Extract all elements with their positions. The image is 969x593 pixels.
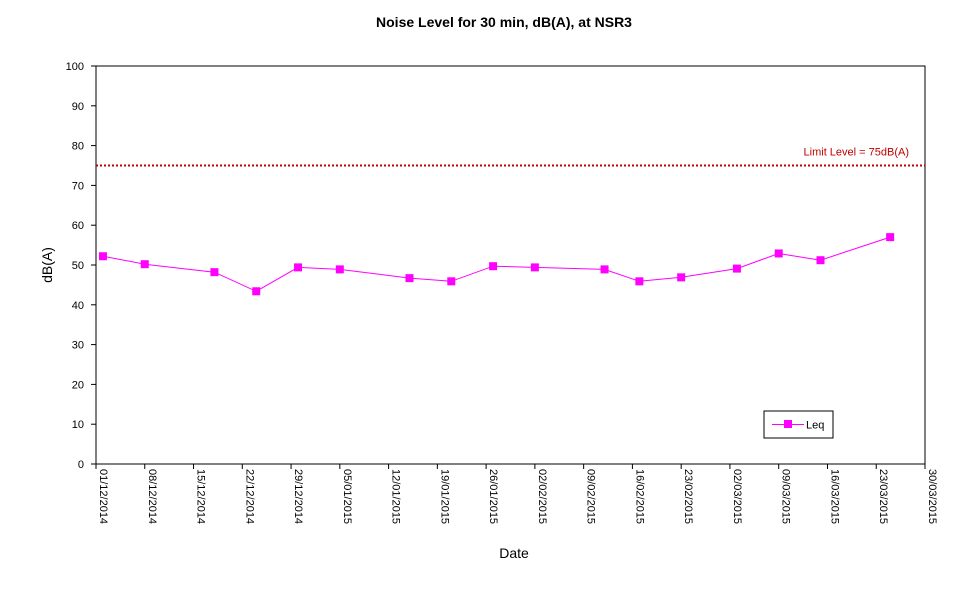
x-tick-label: 19/01/2015 (438, 469, 450, 524)
chart-title: Noise Level for 30 min, dB(A), at NSR3 (376, 14, 632, 30)
data-point-leq (816, 256, 825, 265)
x-tick-label: 09/03/2015 (780, 469, 792, 524)
legend-label-leq: Leq (806, 420, 824, 432)
data-point-leq (635, 277, 644, 286)
y-tick-label: 20 (72, 379, 84, 391)
x-tick-label: 16/02/2015 (633, 469, 645, 524)
x-tick-label: 01/12/2014 (97, 469, 109, 524)
legend-marker-swatch (784, 420, 792, 428)
x-tick-label: 02/03/2015 (731, 469, 743, 524)
x-tick-label: 15/12/2014 (195, 469, 207, 524)
data-point-leq (294, 263, 303, 272)
y-axis-label: dB(A) (39, 247, 55, 283)
x-tick-label: 22/12/2014 (243, 469, 255, 524)
limit-level-line: Limit Level = 75dB(A) (96, 147, 925, 167)
y-tick-label: 80 (72, 141, 84, 153)
data-point-leq (489, 262, 498, 271)
x-tick-label: 09/02/2015 (585, 469, 597, 524)
data-point-leq (140, 260, 149, 269)
y-tick-label: 50 (72, 260, 84, 272)
data-point-leq (600, 265, 609, 274)
data-point-leq (530, 263, 539, 272)
y-tick-label: 70 (72, 180, 84, 192)
x-axis: 01/12/2014 08/12/2014 15/12/2014 22/12/2014… (95, 464, 938, 524)
data-point-leq (335, 265, 344, 274)
legend: Leq (763, 410, 834, 439)
y-tick-label: 60 (72, 220, 84, 232)
data-point-leq (732, 264, 741, 273)
data-point-leq (886, 233, 895, 242)
data-point-leq (774, 249, 783, 258)
y-tick-label: 10 (72, 419, 84, 431)
x-tick-label: 16/03/2015 (828, 469, 840, 524)
x-tick-label: 29/12/2014 (292, 469, 304, 524)
x-axis-label: Date (499, 545, 529, 561)
limit-level-label: Limit Level = 75dB(A) (804, 147, 909, 159)
y-tick-label: 40 (72, 300, 84, 312)
x-tick-label: 26/01/2015 (487, 469, 499, 524)
y-tick-label: 0 (78, 459, 84, 471)
data-point-leq (677, 273, 686, 282)
series-leq (98, 233, 895, 296)
y-tick-label: 30 (72, 340, 84, 352)
data-point-leq (405, 274, 414, 283)
x-tick-label: 02/02/2015 (536, 469, 548, 524)
x-tick-label: 23/02/2015 (682, 469, 694, 524)
data-point-leq (252, 287, 261, 296)
data-point-leq (98, 252, 107, 261)
data-point-leq (447, 277, 456, 286)
y-tick-label: 90 (72, 101, 84, 113)
plot-area (95, 65, 926, 465)
x-tick-label: 12/01/2015 (390, 469, 402, 524)
data-point-leq (210, 268, 219, 277)
x-tick-label: 08/12/2014 (146, 469, 158, 524)
y-axis: 0 10 20 30 40 50 60 70 80 90 100 (66, 61, 96, 471)
x-tick-label: 30/03/2015 (926, 469, 938, 524)
x-tick-label: 05/01/2015 (341, 469, 353, 524)
y-tick-label: 100 (66, 61, 84, 73)
x-tick-label: 23/03/2015 (877, 469, 889, 524)
